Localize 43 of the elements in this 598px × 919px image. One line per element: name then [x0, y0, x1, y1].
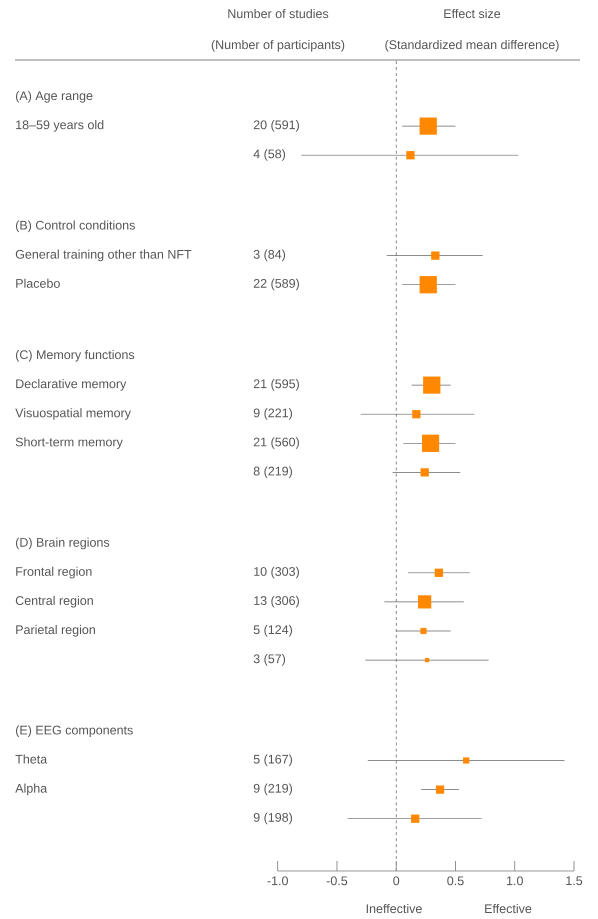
y-tick-label: (E) EEG components	[16, 725, 133, 737]
y-tick-label: (C) Memory functions	[16, 350, 134, 362]
y-tick-label: (A) Age range	[16, 90, 92, 103]
text: Effect size	[444, 8, 500, 18]
text: Number of studies	[228, 8, 328, 18]
x-tick-label: 1.0	[507, 876, 523, 886]
x-tick-label: 1.5	[566, 876, 582, 886]
y-tick-label: Frontal region	[16, 566, 92, 578]
y-tick-label: Declarative memory	[16, 379, 126, 391]
x-tick-label: 0.5	[447, 876, 464, 886]
annotation: 9 (221)	[254, 408, 292, 420]
annotation: 10 (303)	[254, 566, 299, 578]
y-tick-label: Visuospatial memory	[15, 408, 131, 420]
y-tick-label: Alpha	[15, 784, 48, 796]
text: Ineffective	[366, 904, 422, 914]
text: (Number of participants)	[212, 40, 344, 52]
y-tick-label: Parietal region	[16, 624, 95, 637]
annotation: 3 (84)	[254, 250, 286, 262]
annotation: 9 (198)	[254, 812, 292, 824]
text: (Standardized mean difference)	[385, 40, 559, 52]
x-tick-label: 0	[393, 876, 400, 886]
y-tick-label: Placebo	[16, 278, 60, 288]
annotation: 13 (306)	[254, 596, 299, 608]
x-tick-label: -1.0	[267, 876, 288, 886]
annotation: 3 (57)	[254, 654, 286, 666]
annotation: 20 (591)	[254, 120, 299, 132]
annotation: 22 (589)	[254, 278, 299, 290]
x-tick-label: -0.5	[326, 876, 348, 886]
annotation: 21 (595)	[254, 379, 299, 391]
y-tick-label: Theta	[15, 754, 48, 764]
y-tick-label: Central region	[16, 596, 93, 608]
y-tick-label: (B) Control conditions	[16, 220, 135, 232]
y-tick-label: General training other than NFT	[16, 250, 192, 262]
annotation: 9 (219)	[254, 784, 292, 796]
annotation: 8 (219)	[254, 466, 292, 478]
y-tick-label: Short-term memory	[16, 437, 123, 449]
annotation: 4 (58)	[253, 149, 286, 161]
text: Effective	[485, 904, 532, 914]
annotation: 21 (560)	[254, 437, 299, 449]
y-tick-label: 18–59 years old	[16, 120, 104, 132]
annotation: 5 (124)	[254, 624, 292, 637]
annotation: 5 (167)	[254, 754, 292, 766]
y-tick-label: (D) Brain regions	[16, 538, 110, 550]
